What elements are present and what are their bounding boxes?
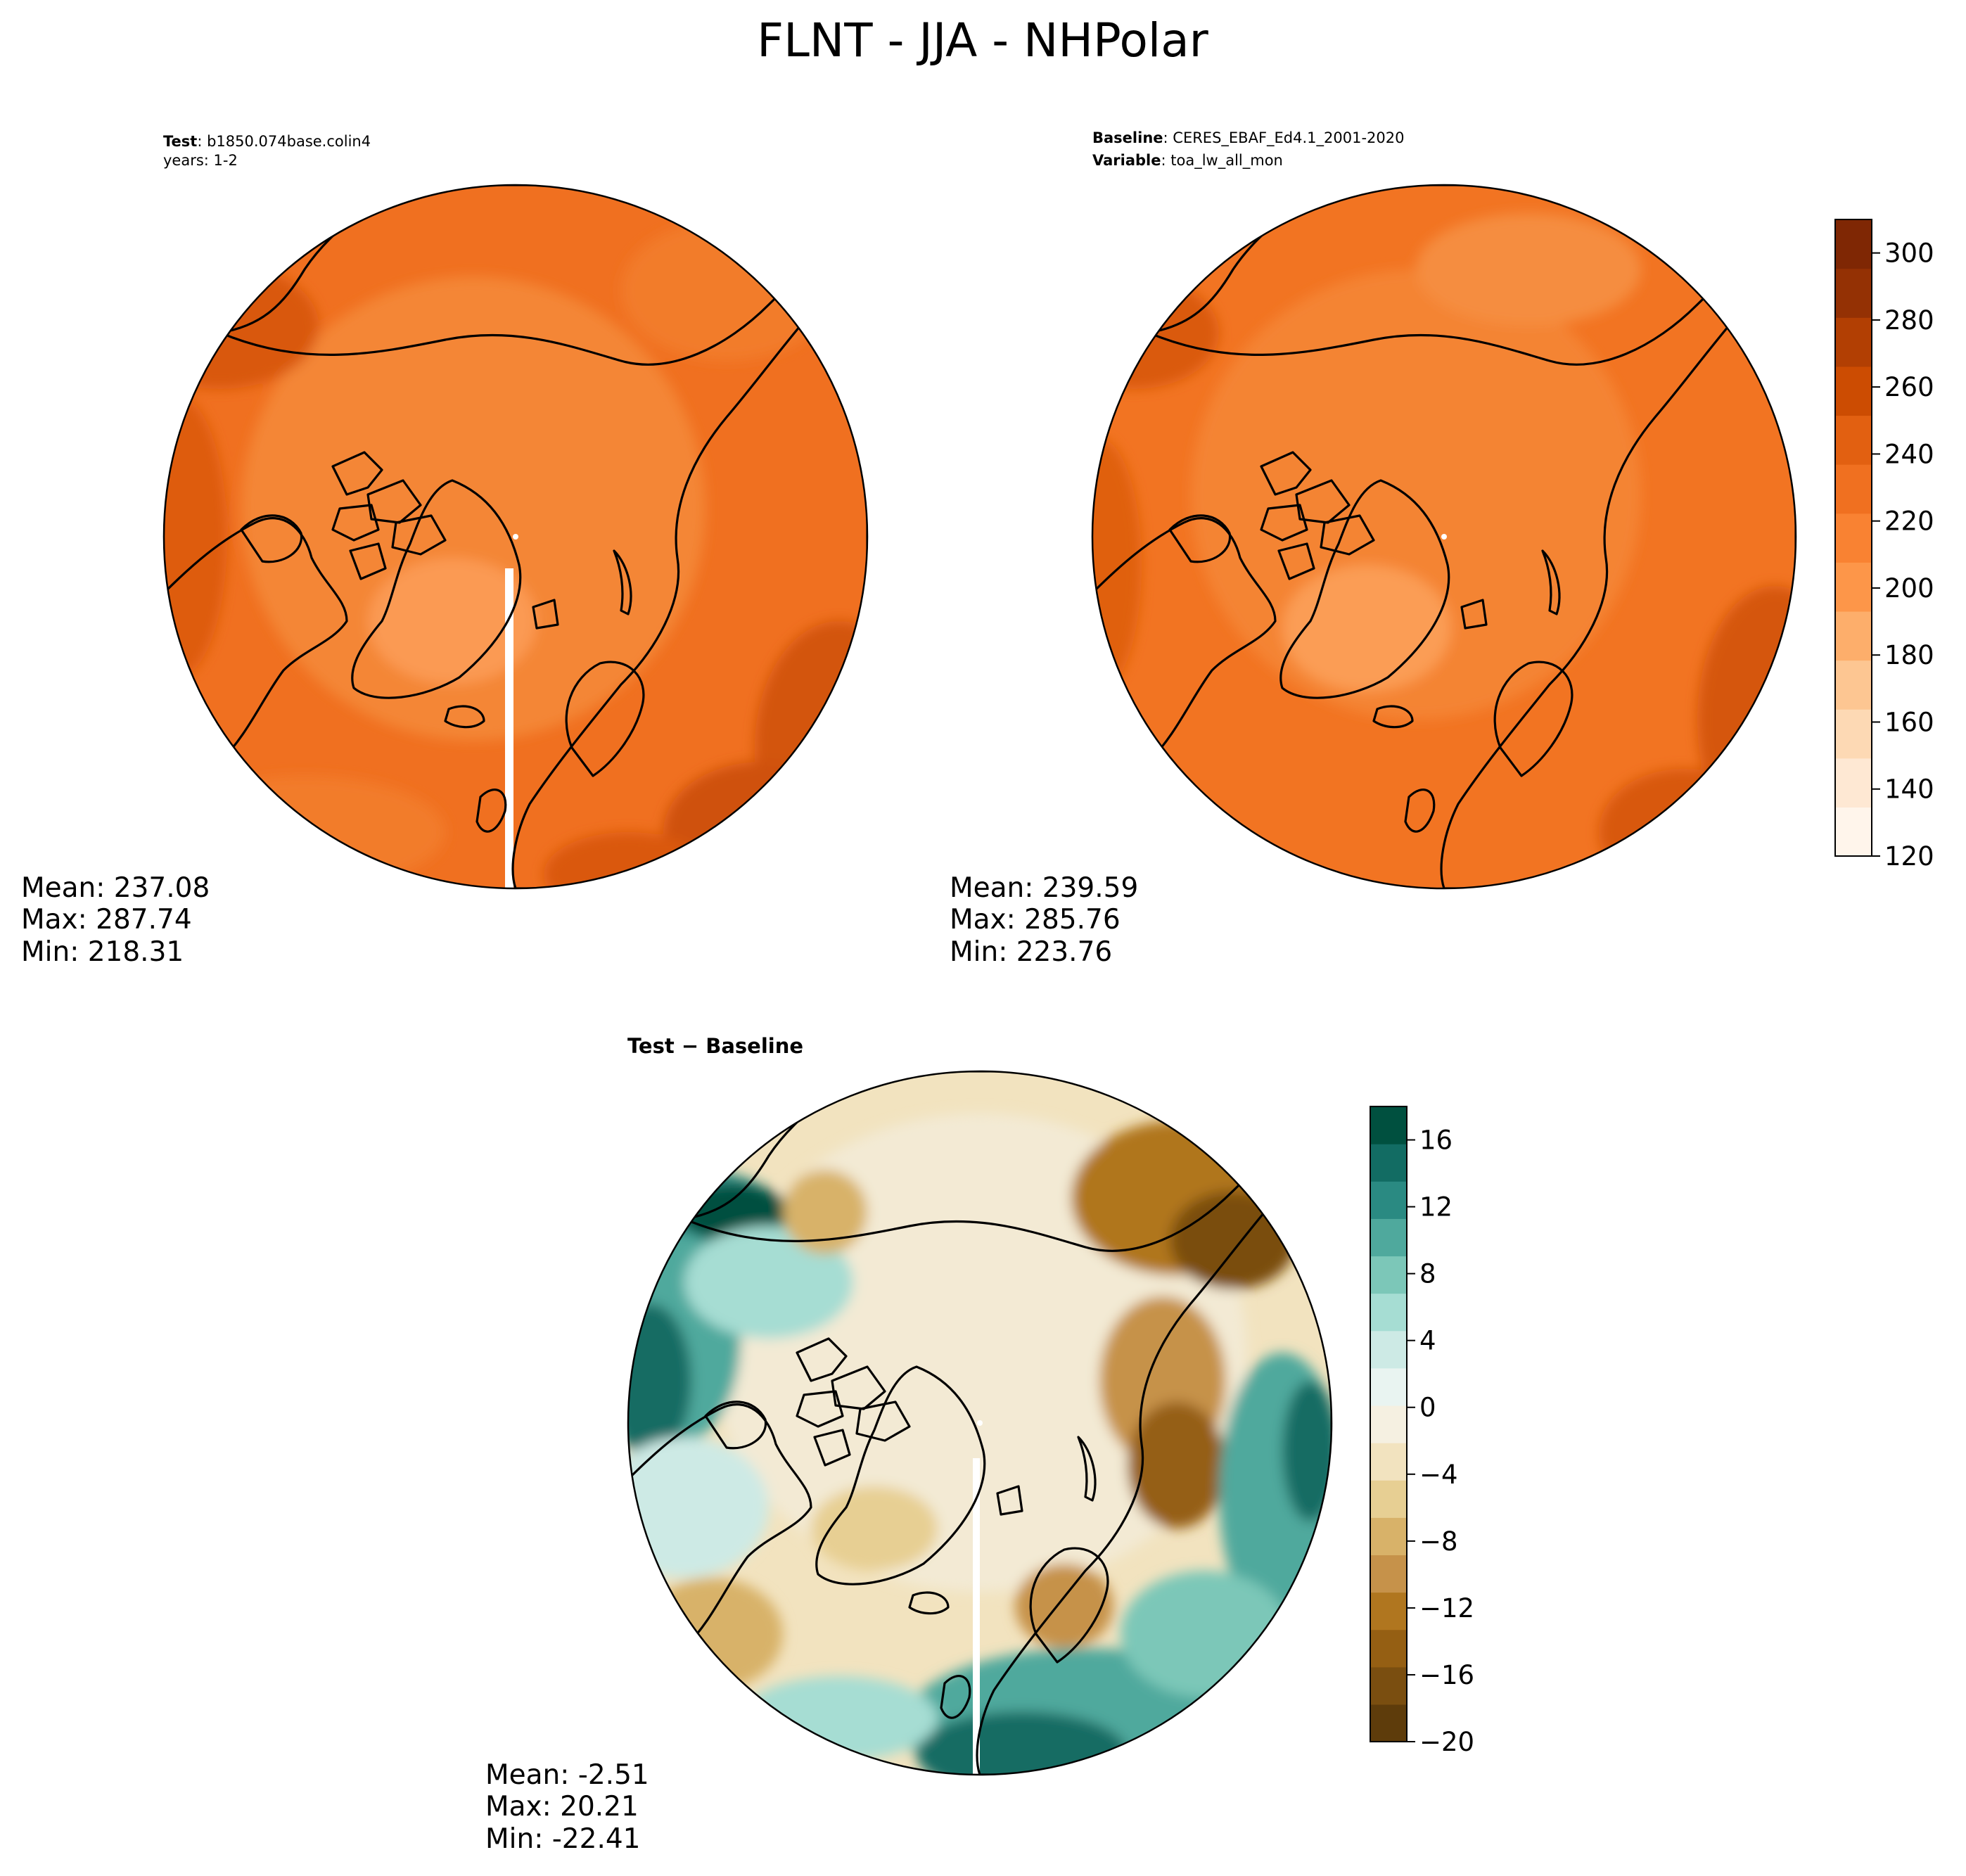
baseline-mean: Mean: 239.59 bbox=[950, 872, 1138, 904]
colorbar-difference-tick-label: −8 bbox=[1419, 1526, 1458, 1557]
colorbar-difference-segment bbox=[1370, 1592, 1407, 1631]
colorbar-difference-segment bbox=[1370, 1256, 1407, 1294]
colorbar-absolute-tick-label: 240 bbox=[1884, 439, 1934, 469]
colorbar-difference-tick-label: 4 bbox=[1419, 1326, 1436, 1356]
colorbar-absolute-segment bbox=[1835, 758, 1872, 808]
colorbar-difference: 16 12 8 4 0 −4 −8 −12 −16 −20 bbox=[1370, 1106, 1474, 1757]
colorbar-absolute-tick-label: 140 bbox=[1884, 774, 1934, 805]
baseline-min: Min: 223.76 bbox=[950, 936, 1112, 968]
baseline-map bbox=[1091, 184, 1797, 890]
colorbar-absolute-tick-label: 300 bbox=[1884, 238, 1934, 269]
baseline-header-line1: Baseline: CERES_EBAF_Ed4.1_2001-2020 bbox=[1092, 129, 1404, 147]
colorbar-difference-tick-label: −20 bbox=[1419, 1727, 1474, 1757]
diff-panel: Test − Baseline bbox=[485, 1034, 1333, 1855]
colorbar-absolute-frame bbox=[1834, 219, 1872, 857]
colorbar-absolute-segment bbox=[1835, 611, 1872, 661]
diff-title: Test − Baseline bbox=[627, 1034, 803, 1058]
colorbar-absolute-segment bbox=[1835, 366, 1872, 416]
baseline-map-boundary bbox=[1091, 184, 1797, 890]
colorbar-difference-segment bbox=[1370, 1106, 1407, 1144]
diff-mean: Mean: -2.51 bbox=[485, 1759, 649, 1791]
test-header-line1: Test: b1850.074base.colin4 bbox=[163, 133, 371, 150]
colorbar-absolute: 120 140 160 180 200 220 240 260 280 300 bbox=[1834, 219, 1934, 872]
colorbar-difference-segment bbox=[1370, 1367, 1407, 1406]
test-panel: Test: b1850.074base.colin4 years: 1-2 bbox=[21, 133, 869, 968]
colorbar-difference-segment bbox=[1370, 1293, 1407, 1332]
baseline-header-line2: Variable: toa_lw_all_mon bbox=[1092, 152, 1283, 170]
colorbar-difference-segment bbox=[1370, 1443, 1407, 1481]
colorbar-difference-segment bbox=[1370, 1666, 1407, 1705]
colorbar-difference-segment bbox=[1370, 1704, 1407, 1742]
colorbar-difference-segment bbox=[1370, 1480, 1407, 1518]
test-header-line2: years: 1-2 bbox=[163, 152, 238, 169]
colorbar-difference-segment bbox=[1370, 1330, 1407, 1369]
colorbar-difference-segment bbox=[1370, 1144, 1407, 1182]
figure-title: FLNT - JJA - NHPolar bbox=[757, 13, 1208, 68]
colorbar-absolute-segment bbox=[1835, 660, 1872, 710]
colorbar-difference-tick-label: −16 bbox=[1419, 1660, 1474, 1690]
colorbar-difference-tick-label: −4 bbox=[1419, 1460, 1458, 1490]
colorbar-absolute-tick-label: 120 bbox=[1884, 841, 1934, 872]
test-min: Min: 218.31 bbox=[21, 936, 184, 968]
baseline-panel: Baseline: CERES_EBAF_Ed4.1_2001-2020 Var… bbox=[950, 129, 1797, 968]
colorbar-difference-tick-label: −12 bbox=[1419, 1593, 1474, 1623]
test-map-boundary bbox=[162, 184, 869, 890]
colorbar-absolute-tick-label: 160 bbox=[1884, 707, 1934, 737]
colorbar-absolute-segment bbox=[1835, 709, 1872, 759]
colorbar-absolute-segment bbox=[1835, 807, 1872, 857]
colorbar-absolute-tick-label: 260 bbox=[1884, 372, 1934, 402]
colorbar-difference-segment bbox=[1370, 1181, 1407, 1219]
colorbar-difference-segment bbox=[1370, 1555, 1407, 1593]
colorbar-absolute-segment bbox=[1835, 219, 1872, 269]
test-map bbox=[162, 184, 869, 890]
colorbar-difference-tick-label: 0 bbox=[1419, 1393, 1436, 1423]
colorbar-absolute-tick-label: 180 bbox=[1884, 640, 1934, 670]
colorbar-difference-tick-label: 16 bbox=[1419, 1125, 1453, 1156]
colorbar-difference-segment bbox=[1370, 1517, 1407, 1556]
colorbar-difference-frame bbox=[1370, 1106, 1408, 1742]
test-missing-data-strip bbox=[505, 568, 513, 888]
test-max: Max: 287.74 bbox=[21, 904, 192, 936]
colorbar-absolute-tick-label: 220 bbox=[1884, 506, 1934, 537]
colorbar-difference-segment bbox=[1370, 1405, 1407, 1443]
test-mean: Mean: 237.08 bbox=[21, 872, 210, 904]
colorbar-absolute-segment bbox=[1835, 562, 1872, 612]
colorbar-absolute-segment bbox=[1835, 415, 1872, 465]
colorbar-difference-segment bbox=[1370, 1218, 1407, 1257]
colorbar-absolute-segment bbox=[1835, 268, 1872, 318]
diff-min: Min: -22.41 bbox=[485, 1823, 640, 1855]
diff-map bbox=[627, 1070, 1333, 1776]
colorbar-absolute-tick-label: 200 bbox=[1884, 573, 1934, 604]
colorbar-absolute-segment bbox=[1835, 317, 1872, 367]
colorbar-absolute-segment bbox=[1835, 513, 1872, 563]
colorbar-difference-tick-label: 12 bbox=[1419, 1192, 1453, 1223]
colorbar-difference-tick-label: 8 bbox=[1419, 1259, 1436, 1289]
colorbar-absolute-tick-label: 280 bbox=[1884, 305, 1934, 336]
diff-max: Max: 20.21 bbox=[485, 1791, 639, 1823]
colorbar-absolute-segment bbox=[1835, 464, 1872, 514]
diff-map-boundary bbox=[627, 1070, 1333, 1776]
baseline-max: Max: 285.76 bbox=[950, 904, 1121, 936]
colorbar-difference-segment bbox=[1370, 1629, 1407, 1668]
diff-missing-data-strip bbox=[973, 1458, 980, 1775]
